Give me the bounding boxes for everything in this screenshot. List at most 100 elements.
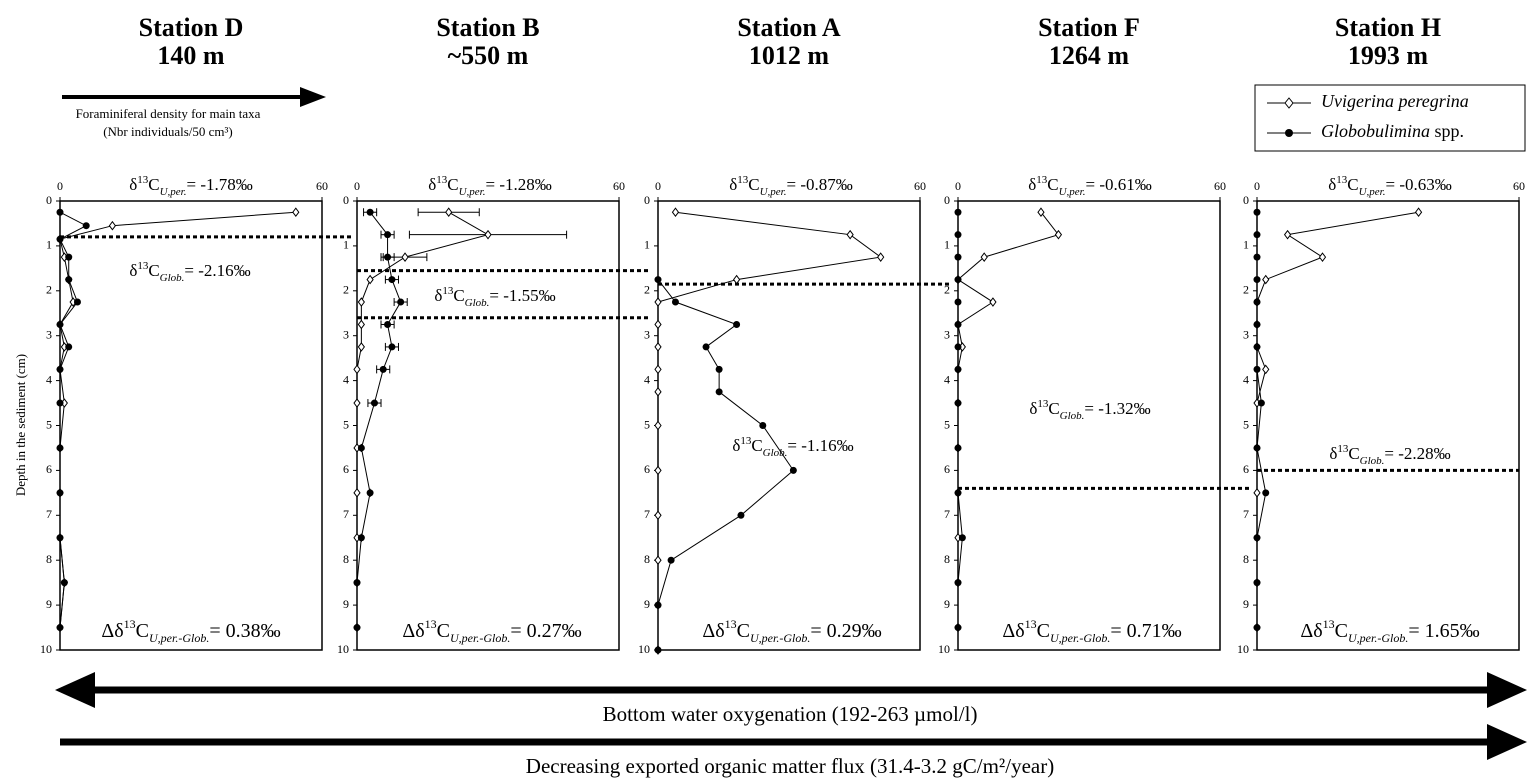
plot-frame — [356, 200, 620, 651]
annotation-part: U,per.-Glob. — [450, 631, 510, 645]
point — [654, 364, 662, 375]
y-tick-label: 2 — [343, 283, 349, 297]
point — [73, 298, 81, 306]
point — [353, 624, 361, 632]
series-line — [957, 211, 1060, 628]
point — [954, 624, 962, 632]
point — [56, 399, 64, 407]
panel-title: Station F — [1038, 13, 1140, 42]
y-tick-label: 2 — [644, 283, 650, 297]
point — [1253, 488, 1261, 498]
series-line — [657, 279, 795, 650]
point — [1037, 207, 1045, 218]
y-tick-label: 9 — [343, 597, 349, 611]
y-tick-label: 0 — [1243, 193, 1249, 207]
annotation-part: = -1.28‰ — [486, 175, 552, 194]
point — [732, 274, 741, 285]
annotation-part: δ — [1028, 175, 1036, 194]
y-tick-label: 6 — [46, 462, 52, 476]
point — [56, 534, 64, 542]
density-caption: Foraminiferal density for main taxa — [76, 106, 261, 121]
y-tick-label: 1 — [944, 238, 950, 252]
annotation-part: C — [1048, 399, 1059, 418]
annotation-part: C — [1347, 175, 1358, 194]
point — [353, 579, 361, 587]
annotation-part: δ — [129, 261, 137, 280]
y-tick-label: 8 — [46, 552, 52, 566]
annotation-part: δ — [428, 175, 436, 194]
annotation-part: = -2.28‰ — [1384, 444, 1450, 463]
legend-label: Uvigerina peregrina — [1321, 91, 1469, 111]
plot-frame — [657, 200, 921, 651]
annotation: Δδ13CU,per.-Glob.= 0.29‰ — [702, 617, 881, 645]
point — [846, 229, 854, 240]
point — [65, 343, 73, 351]
point — [654, 276, 662, 284]
annotation-part: = -1.78‰ — [187, 175, 253, 194]
annotation: Δδ13CU,per.-Glob.= 1.65‰ — [1300, 617, 1479, 645]
annotation: Δδ13CU,per.-Glob.= 0.71‰ — [1002, 617, 1181, 645]
point — [954, 489, 962, 497]
annotation-part: = -0.61‰ — [1086, 175, 1152, 194]
annotation-part: = -1.16‰ — [787, 436, 853, 455]
series-line — [1256, 211, 1419, 628]
point — [733, 320, 741, 328]
panel-subtitle: 140 m — [157, 41, 225, 70]
y-tick-label: 0 — [46, 193, 52, 207]
y-tick-label: 3 — [343, 327, 349, 341]
annotation-part: δ — [1329, 444, 1337, 463]
y-tick-label: 2 — [46, 283, 52, 297]
point — [954, 444, 962, 452]
point — [357, 319, 365, 330]
point — [1253, 320, 1261, 328]
x-tick-label: 0 — [57, 179, 63, 193]
point — [954, 231, 962, 239]
annotation-part: Glob. — [1360, 455, 1385, 467]
point — [379, 365, 387, 373]
annotation-part: δ — [1029, 399, 1037, 418]
annotation-part: C — [1037, 620, 1050, 642]
arrow-head — [1487, 724, 1527, 760]
point — [715, 365, 723, 373]
point — [1283, 229, 1292, 240]
annotation: δ13CGlob.= -1.55‰ — [434, 285, 555, 309]
annotation-part: 13 — [737, 174, 749, 186]
point — [759, 422, 767, 429]
point — [56, 624, 64, 632]
series-line — [1256, 212, 1267, 628]
annotation-part: C — [437, 620, 450, 642]
annotation-part: 13 — [1323, 617, 1335, 631]
y-tick-label: 2 — [1243, 283, 1249, 297]
panel-subtitle: 1264 m — [1049, 41, 1130, 70]
series-line — [356, 211, 490, 628]
annotation-part: δ — [129, 175, 137, 194]
annotation-part: Δδ — [402, 620, 424, 642]
annotation-part: 13 — [137, 260, 149, 272]
annotation-part: = -1.32‰ — [1084, 399, 1150, 418]
point — [384, 320, 392, 328]
annotation-part: Δδ — [1300, 620, 1322, 642]
annotation-part: δ — [434, 286, 442, 305]
point — [292, 207, 300, 218]
x-tick-label: 60 — [1214, 179, 1226, 193]
annotation-part: 13 — [137, 174, 149, 186]
point — [654, 510, 662, 521]
point — [1253, 624, 1261, 632]
annotation-part: Glob. — [1060, 410, 1085, 422]
x-tick-label: 0 — [655, 179, 661, 193]
panel-title: Station B — [436, 13, 539, 42]
point — [56, 489, 64, 497]
point — [1318, 252, 1327, 262]
annotation-part: Δδ — [702, 620, 724, 642]
annotation-part: U,per. — [1059, 186, 1086, 198]
annotation-part: = 0.38‰ — [209, 620, 280, 642]
point — [654, 420, 662, 431]
point — [388, 343, 396, 351]
plot-frame — [957, 200, 1221, 651]
series-line — [657, 211, 882, 650]
annotation-part: C — [453, 286, 464, 305]
annotation-part: C — [447, 175, 458, 194]
panel-subtitle: 1012 m — [749, 41, 830, 70]
y-tick-label: 4 — [644, 372, 650, 386]
